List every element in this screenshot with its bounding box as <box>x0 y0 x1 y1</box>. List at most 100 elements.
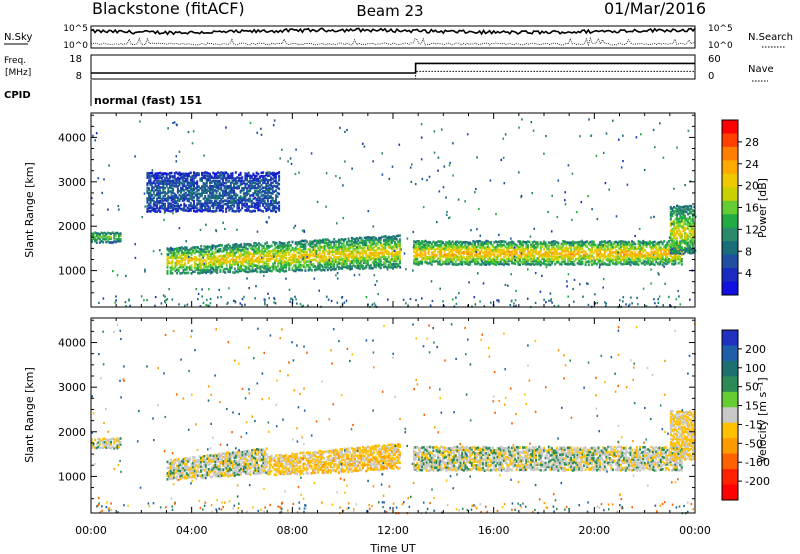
data-cell <box>198 260 201 264</box>
data-cell <box>552 258 555 262</box>
data-cell <box>512 253 515 256</box>
data-cell <box>148 192 150 195</box>
data-cell <box>219 270 222 273</box>
data-cell <box>494 258 497 261</box>
data-cell <box>229 207 232 210</box>
data-cell <box>366 254 369 258</box>
data-cell <box>180 249 183 252</box>
data-cell <box>217 262 220 266</box>
data-cell <box>677 261 680 265</box>
cpid-label: CPID <box>4 90 31 101</box>
data-cell <box>273 201 276 205</box>
data-cell <box>108 232 111 235</box>
data-cell <box>661 241 664 245</box>
noise-cell <box>363 145 366 148</box>
data-cell <box>199 204 202 208</box>
data-cell <box>555 258 558 261</box>
data-cell <box>378 265 381 268</box>
data-cell <box>275 259 278 262</box>
data-cell <box>180 260 183 264</box>
noise-cell <box>409 297 412 301</box>
data-cell <box>262 189 265 193</box>
data-cell <box>472 259 475 263</box>
data-cell <box>191 177 194 181</box>
data-cell <box>591 248 594 251</box>
data-cell <box>357 266 360 270</box>
data-cell <box>249 258 252 261</box>
data-cell <box>260 199 263 202</box>
data-cell <box>448 262 451 265</box>
data-cell <box>244 178 247 182</box>
data-cell <box>105 232 108 236</box>
data-cell <box>221 178 224 182</box>
data-cell <box>156 172 158 175</box>
data-cell <box>430 242 433 246</box>
data-cell <box>690 252 693 255</box>
data-cell <box>338 260 340 264</box>
data-cell <box>314 244 316 247</box>
data-cell <box>461 247 464 250</box>
noise-cell <box>398 143 401 146</box>
data-cell <box>437 250 440 254</box>
data-cell <box>522 243 525 247</box>
data-cell <box>464 243 467 247</box>
data-cell <box>264 270 267 273</box>
data-cell <box>693 224 696 227</box>
data-cell <box>173 199 176 202</box>
data-cell <box>528 250 531 254</box>
data-cell <box>280 262 283 265</box>
noise-cell <box>353 274 356 277</box>
data-cell <box>668 249 670 253</box>
data-cell <box>560 253 563 256</box>
data-cell <box>567 263 569 266</box>
data-cell <box>260 209 263 213</box>
data-cell <box>189 186 192 190</box>
data-cell <box>392 239 395 243</box>
data-cell <box>243 258 246 261</box>
data-cell <box>435 253 438 257</box>
data-cell <box>246 242 249 246</box>
data-cell <box>201 204 203 208</box>
noise-cell <box>659 262 662 265</box>
data-cell <box>235 262 238 266</box>
data-cell <box>110 446 113 450</box>
data-cell <box>248 267 251 271</box>
data-cell <box>547 241 550 244</box>
data-cell <box>346 259 348 262</box>
data-cell <box>347 265 350 268</box>
data-cell <box>216 245 219 248</box>
noise-cell <box>622 296 625 299</box>
data-cell <box>258 179 261 183</box>
data-cell <box>339 255 342 258</box>
data-cell <box>360 250 363 253</box>
noise-cell <box>502 137 505 140</box>
data-cell <box>685 219 688 223</box>
data-cell <box>268 195 271 198</box>
data-cell <box>422 253 425 257</box>
data-cell <box>114 438 117 442</box>
data-cell <box>175 194 178 197</box>
data-cell <box>687 234 690 237</box>
data-cell <box>517 240 520 243</box>
noise-cell <box>163 218 165 221</box>
data-cell <box>350 267 353 270</box>
data-cell <box>170 194 173 198</box>
data-cell <box>236 181 239 185</box>
data-cell <box>97 236 100 240</box>
noise-cell <box>92 134 94 137</box>
data-cell <box>323 241 326 244</box>
noise-cell <box>657 298 659 301</box>
data-cell <box>283 251 286 255</box>
data-cell <box>360 241 363 245</box>
data-cell <box>190 247 193 250</box>
data-cell <box>168 248 171 251</box>
data-cell <box>146 197 149 200</box>
data-cell <box>639 248 642 251</box>
data-cell <box>690 229 693 232</box>
data-cell <box>551 240 553 244</box>
data-cell <box>342 248 345 251</box>
noise-cell <box>602 151 605 154</box>
data-cell <box>203 254 206 257</box>
noise-cell <box>521 118 523 121</box>
data-cell <box>201 173 203 177</box>
